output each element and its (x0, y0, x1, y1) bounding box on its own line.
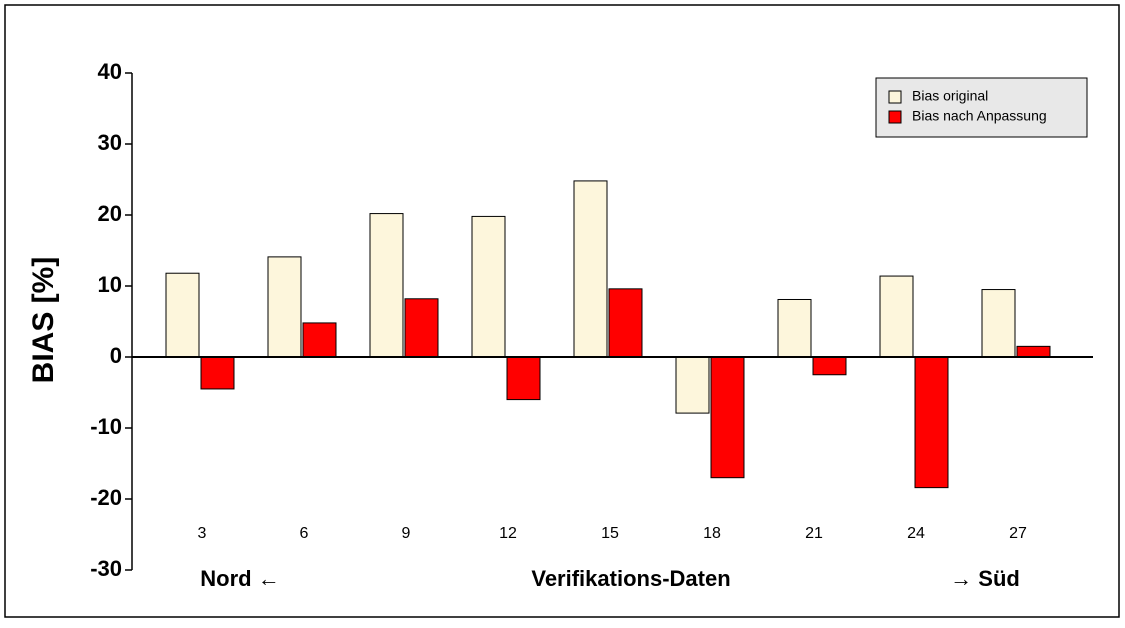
legend-label: Bias nach Anpassung (912, 108, 1047, 124)
x-tick-label: 9 (402, 525, 411, 542)
y-tick-label: 0 (110, 343, 122, 368)
legend-swatch (888, 110, 902, 124)
bar (267, 256, 302, 358)
y-tick-label: -10 (90, 414, 122, 439)
x-tick-label: 27 (1009, 525, 1027, 542)
bar (573, 180, 608, 358)
x-axis-title: Verifikations-Daten (531, 566, 730, 591)
bar (710, 356, 745, 479)
bar (777, 298, 812, 358)
bar (506, 356, 541, 401)
bar (981, 289, 1016, 358)
x-tick-label: 6 (300, 525, 309, 542)
y-tick-label: 40 (98, 59, 122, 84)
y-tick-label: -30 (90, 556, 122, 581)
y-tick-label: 20 (98, 201, 122, 226)
bar (1016, 345, 1051, 358)
x-tick-label: 15 (601, 525, 619, 542)
y-axis-title: BIAS [%] (27, 257, 60, 384)
x-tick-label: 12 (499, 525, 517, 542)
bar (200, 356, 235, 390)
x-tick-label: 21 (805, 525, 823, 542)
x-tick-label: 3 (198, 525, 207, 542)
bar (369, 213, 404, 358)
bar (914, 356, 949, 489)
y-tick-label: -20 (90, 485, 122, 510)
annotation: → Süd (950, 566, 1020, 591)
y-tick-label: 10 (98, 272, 122, 297)
legend-label: Bias original (912, 88, 988, 104)
annotation: Nord ← (200, 566, 279, 591)
bar (165, 272, 200, 358)
legend-swatch (888, 90, 902, 104)
bar (404, 298, 439, 358)
x-tick-label: 18 (703, 525, 721, 542)
bar (675, 356, 710, 414)
y-tick-label: 30 (98, 130, 122, 155)
bar (812, 356, 847, 376)
legend-box (875, 77, 1088, 138)
bar (608, 288, 643, 358)
x-tick-label: 24 (907, 525, 925, 542)
bar (471, 215, 506, 358)
bar (879, 275, 914, 358)
bar (302, 322, 337, 358)
